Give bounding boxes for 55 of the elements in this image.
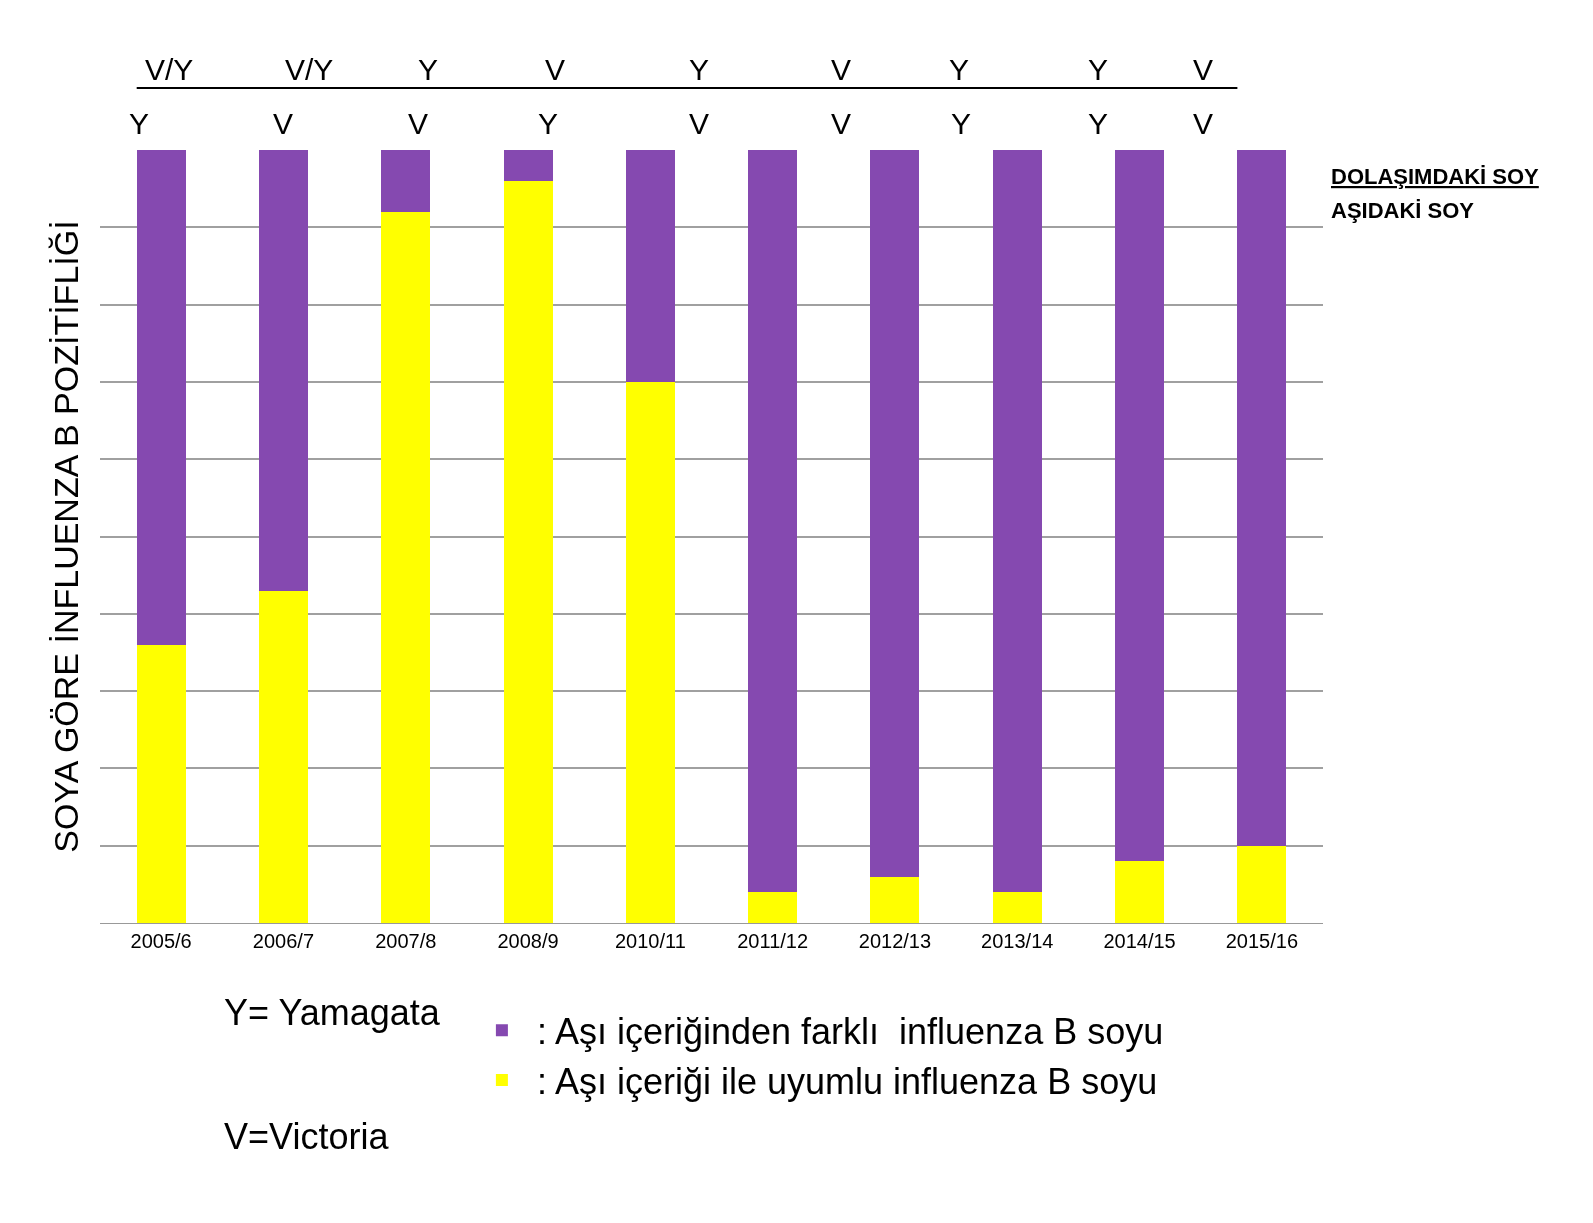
- x-tick-label: 2005/6: [130, 930, 192, 952]
- text: V: [273, 107, 294, 140]
- text: V: [831, 53, 852, 86]
- x-tick-label: 2011/12: [737, 930, 809, 952]
- text: Y: [418, 53, 439, 86]
- bar: [136, 644, 186, 923]
- y-axis-title: SOYA GÖRE İNFLUENZA B POZİTİFLİĞİ: [46, 220, 85, 853]
- x-tick-label: 2013/14: [981, 930, 1054, 952]
- bar: [258, 150, 308, 591]
- text: V: [545, 53, 566, 86]
- bar: [258, 590, 308, 923]
- bar: [136, 150, 186, 645]
- bar: [1237, 150, 1287, 846]
- bar: [625, 150, 675, 382]
- bar: [1115, 861, 1165, 923]
- text: Y: [129, 107, 150, 140]
- bar: [625, 381, 675, 923]
- x-tick-label: 2007/8: [375, 930, 437, 952]
- x-tick-label: 2014/15: [1103, 930, 1176, 952]
- text: V: [408, 107, 429, 140]
- bar: [503, 150, 553, 181]
- text: DOLAŞIMDAKİ SOY: [1331, 164, 1540, 189]
- x-tick-label: 2015/16: [1225, 930, 1298, 952]
- bar: [748, 150, 798, 893]
- text: V/Y: [285, 53, 334, 86]
- text: Y= Yamagata: [224, 992, 441, 1033]
- x-tick-label: 2012/13: [858, 930, 932, 952]
- text: V: [1193, 53, 1214, 86]
- text: AŞIDAKİ SOY: [1331, 198, 1475, 223]
- text: V/Y: [145, 53, 194, 86]
- text: V: [689, 107, 710, 140]
- bar: [1115, 150, 1165, 862]
- bar: [1237, 845, 1287, 923]
- legend-label: : Aşı içeriğinden farklı influenza B soyu: [536, 1011, 1164, 1053]
- bar: [503, 180, 553, 923]
- text: V: [831, 107, 852, 140]
- bar: [748, 892, 798, 923]
- text: Y: [689, 53, 710, 86]
- text: Y: [949, 53, 970, 86]
- bar: [992, 150, 1042, 893]
- x-tick-label: 2010/11: [614, 930, 686, 952]
- bar: [992, 892, 1042, 923]
- text: Y: [538, 107, 559, 140]
- x-tick-label: 2008/9: [497, 930, 559, 952]
- text: V: [1193, 107, 1214, 140]
- text: Y: [951, 107, 972, 140]
- legend-label: : Aşı içeriği ile uyumlu influenza B soyu: [536, 1061, 1158, 1103]
- x-tick-label: 2006/7: [252, 930, 315, 952]
- text: Y: [1088, 53, 1109, 86]
- text: Y: [1088, 107, 1109, 140]
- bar: [870, 876, 920, 923]
- bar: [870, 150, 920, 877]
- bar: [381, 150, 431, 212]
- text: V=Victoria: [224, 1116, 390, 1157]
- bar: [381, 211, 431, 923]
